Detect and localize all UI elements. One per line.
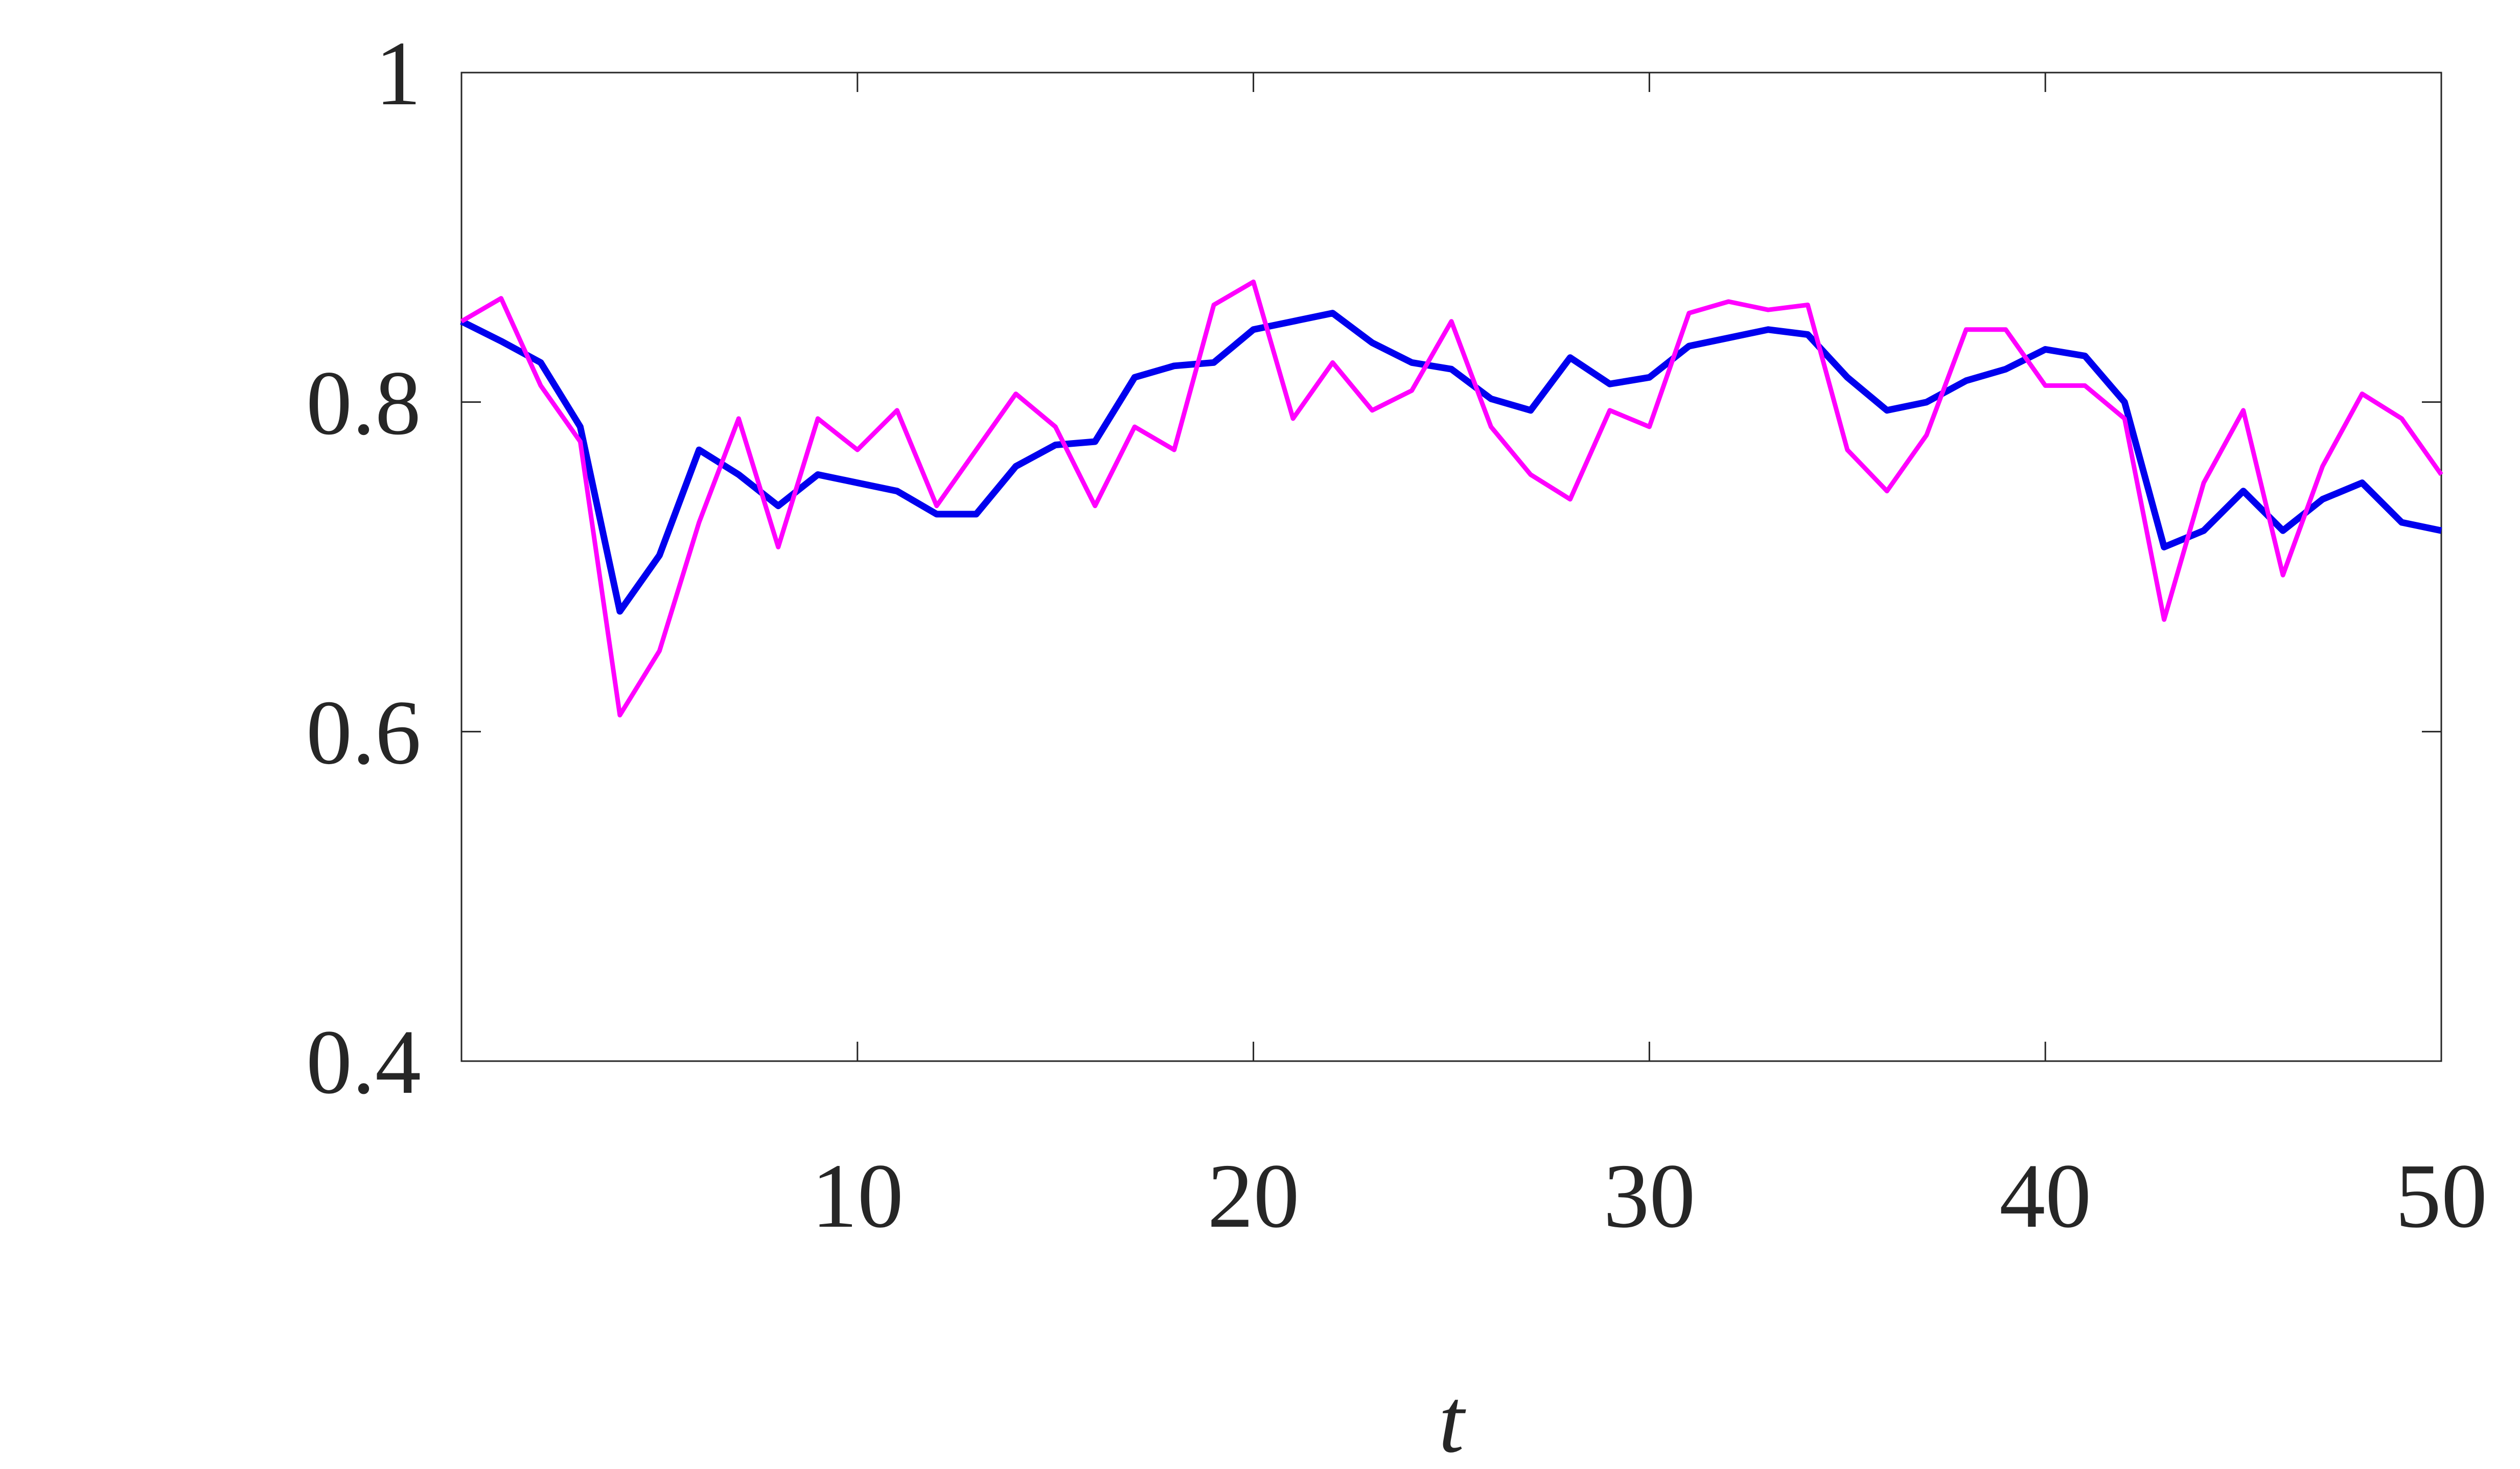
y-tick-label: 1: [375, 22, 421, 124]
y-tick-label: 0.8: [306, 352, 421, 454]
x-tick-label: 50: [2395, 1145, 2487, 1247]
data-line: [460, 279, 2443, 718]
x-tick-label: 40: [1999, 1145, 2091, 1247]
y-tick-label: 0.4: [306, 1011, 421, 1113]
x-tick-label: 10: [812, 1145, 904, 1247]
data-line: [460, 310, 2442, 615]
x-axis-label: t: [1439, 1370, 1466, 1469]
plot-frame: [460, 72, 2442, 1062]
x-tick-label: 20: [1208, 1145, 1300, 1247]
x-tick-label: 30: [1603, 1145, 1695, 1247]
y-tick-label: 0.6: [306, 681, 421, 783]
